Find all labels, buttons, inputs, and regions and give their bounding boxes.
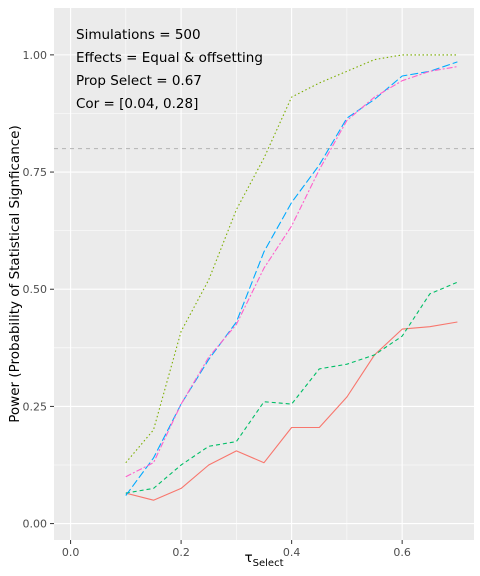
x-tick-label: 0.4 [283, 546, 301, 559]
grid-major [54, 8, 474, 540]
series-line-5 [125, 66, 458, 478]
y-tick-label: 0.50 [23, 283, 48, 296]
annotation-line: Prop Select = 0.67 [76, 73, 202, 89]
x-axis-label-sub: Select [253, 558, 284, 569]
x-tick-label: 0.6 [393, 546, 411, 559]
x-axis-label-main: τ [245, 550, 253, 566]
series-line-2 [125, 54, 458, 464]
series-line-1 [125, 321, 458, 501]
annotation-layer: Simulations = 500 Effects = Equal & offse… [76, 27, 263, 112]
y-tick-label: 0.75 [23, 166, 48, 179]
x-axis-label: τSelect [245, 550, 284, 569]
series-line-4 [125, 61, 458, 496]
plot-panel [54, 8, 474, 540]
y-tick-label: 1.00 [23, 49, 48, 62]
y-tick-label: 0.00 [23, 518, 48, 531]
y-tick-label: 0.25 [23, 400, 48, 413]
y-axis-label: Power (Probability of Statistical Signfi… [7, 125, 23, 423]
x-tick-label: 0.2 [172, 546, 190, 559]
annotation-line: Simulations = 500 [76, 27, 201, 43]
series-layer [125, 54, 458, 501]
annotation-line: Cor = [0.04, 0.28] [76, 96, 198, 112]
annotation-line: Effects = Equal & offsetting [76, 50, 263, 66]
axis-ticks: 0.00 0.25 0.50 0.75 1.00 0.0 0.2 0.4 0.6 [23, 49, 411, 559]
series-line-3 [125, 281, 458, 494]
x-tick-label: 0.0 [62, 546, 80, 559]
